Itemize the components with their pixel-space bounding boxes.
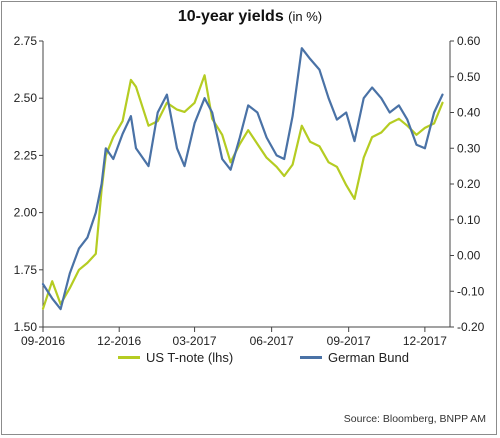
series-line-german-bund [41,47,444,311]
series-line-us-tnote [41,74,444,310]
x-tick-label: 12-2016 [97,334,141,348]
x-tick-label: 12-2017 [403,334,447,348]
legend-swatch-de [300,355,322,359]
y-left-tick-label: 2.75 [14,34,38,48]
chart-title: 10-year yields [177,8,284,25]
source-note: Source: Bloomberg, BNPP AM [343,413,486,425]
y-right-tick-label: 0.20 [457,177,481,191]
y-right-tick-label: 0.60 [457,34,481,48]
y-left-tick-label: 1.50 [14,320,38,334]
legend-item-de: German Bund [300,345,409,369]
axis-layer: 1.50 1.75 2.00 2.25 2.50 2.75 -0.20 -0.10 0.00 0.… [14,34,485,348]
y-left-tick-label: 2.00 [14,206,38,220]
legend-label-us: US T-note (lhs) [146,349,234,365]
x-tick-label: 06-2017 [250,334,294,348]
legend: US T-note (lhs) German Bund [0,345,500,369]
y-left-tick-label: 2.50 [14,91,38,105]
y-left-tick-label: 2.25 [14,148,38,162]
y-right-tick-label: 0.10 [457,213,481,227]
x-tick-label: 09-2016 [21,334,65,348]
y-right-tick-label: 0.40 [457,106,481,120]
chart-title-block: 10-year yields (in %) [0,8,500,26]
x-tick-label: 03-2017 [173,334,217,348]
legend-label-de: German Bund [328,349,409,365]
y-left-tick-label: 1.75 [14,263,38,277]
legend-item-us: US T-note (lhs) [118,345,233,369]
legend-swatch-us [118,355,140,359]
x-tick-label: 09-2017 [327,334,371,348]
y-right-tick-label: -0.20 [457,320,485,334]
y-right-tick-label: -0.10 [457,284,485,298]
y-right-tick-label: 0.30 [457,141,481,155]
chart-title-unit: (in %) [288,9,323,24]
series-layer [41,47,444,311]
y-right-tick-label: 0.50 [457,70,481,84]
y-right-tick-label: 0.00 [457,249,481,263]
